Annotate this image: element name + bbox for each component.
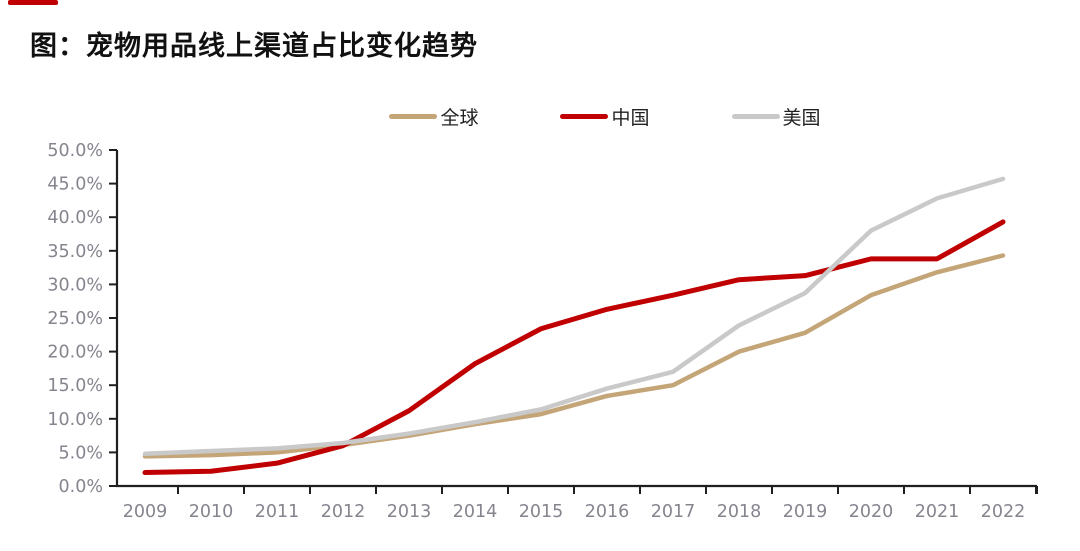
x-axis-tick-label: 2020 xyxy=(849,502,894,522)
x-axis-tick-label: 2019 xyxy=(783,502,828,522)
x-axis-tick-label: 2018 xyxy=(717,502,762,522)
y-axis-tick-label: 50.0% xyxy=(47,141,103,161)
legend-item-us: 美国 xyxy=(731,103,821,130)
y-axis-tick-label: 30.0% xyxy=(47,275,103,295)
legend-swatch-global xyxy=(389,114,438,119)
legend-label-us: 美国 xyxy=(782,107,821,129)
legend-swatch-china xyxy=(560,114,609,119)
legend-swatch-us xyxy=(731,114,780,119)
x-axis-tick-label: 2010 xyxy=(189,502,234,522)
page-accent-mark xyxy=(8,0,58,5)
x-axis-tick-label: 2011 xyxy=(255,502,300,522)
y-axis-tick-label: 20.0% xyxy=(47,343,103,363)
legend-item-global: 全球 xyxy=(389,103,478,130)
y-axis-tick-label: 25.0% xyxy=(47,309,103,329)
x-axis-tick-label: 2022 xyxy=(981,502,1026,522)
legend-item-china: 中国 xyxy=(560,103,650,130)
y-axis-tick-label: 0.0% xyxy=(59,477,103,497)
y-axis-tick-label: 35.0% xyxy=(47,242,103,262)
legend-label-china: 中国 xyxy=(611,107,650,129)
y-axis-tick-label: 45.0% xyxy=(47,175,103,195)
x-axis-tick-label: 2014 xyxy=(453,502,498,522)
x-axis-tick-label: 2012 xyxy=(321,502,366,522)
y-axis-tick-label: 10.0% xyxy=(47,410,103,430)
series-line-美国 xyxy=(142,176,1006,456)
series-line-中国 xyxy=(142,219,1006,476)
x-axis-tick-label: 2021 xyxy=(915,502,960,522)
y-axis-tick-label: 40.0% xyxy=(47,208,103,228)
y-axis-tick-label: 15.0% xyxy=(47,376,103,396)
chart-legend: 全球 中国 美国 xyxy=(0,103,1080,130)
x-axis-tick-label: 2013 xyxy=(387,502,432,522)
x-axis-tick-label: 2017 xyxy=(651,502,696,522)
x-axis-tick-label: 2009 xyxy=(123,502,168,522)
y-axis-tick-label: 5.0% xyxy=(59,443,103,463)
series-line-全球 xyxy=(142,253,1006,459)
chart-title: 图：宠物用品线上渠道占比变化趋势 xyxy=(30,31,478,62)
x-axis-tick-label: 2015 xyxy=(519,502,564,522)
x-axis-tick-label: 2016 xyxy=(585,502,630,522)
legend-label-global: 全球 xyxy=(440,107,479,129)
